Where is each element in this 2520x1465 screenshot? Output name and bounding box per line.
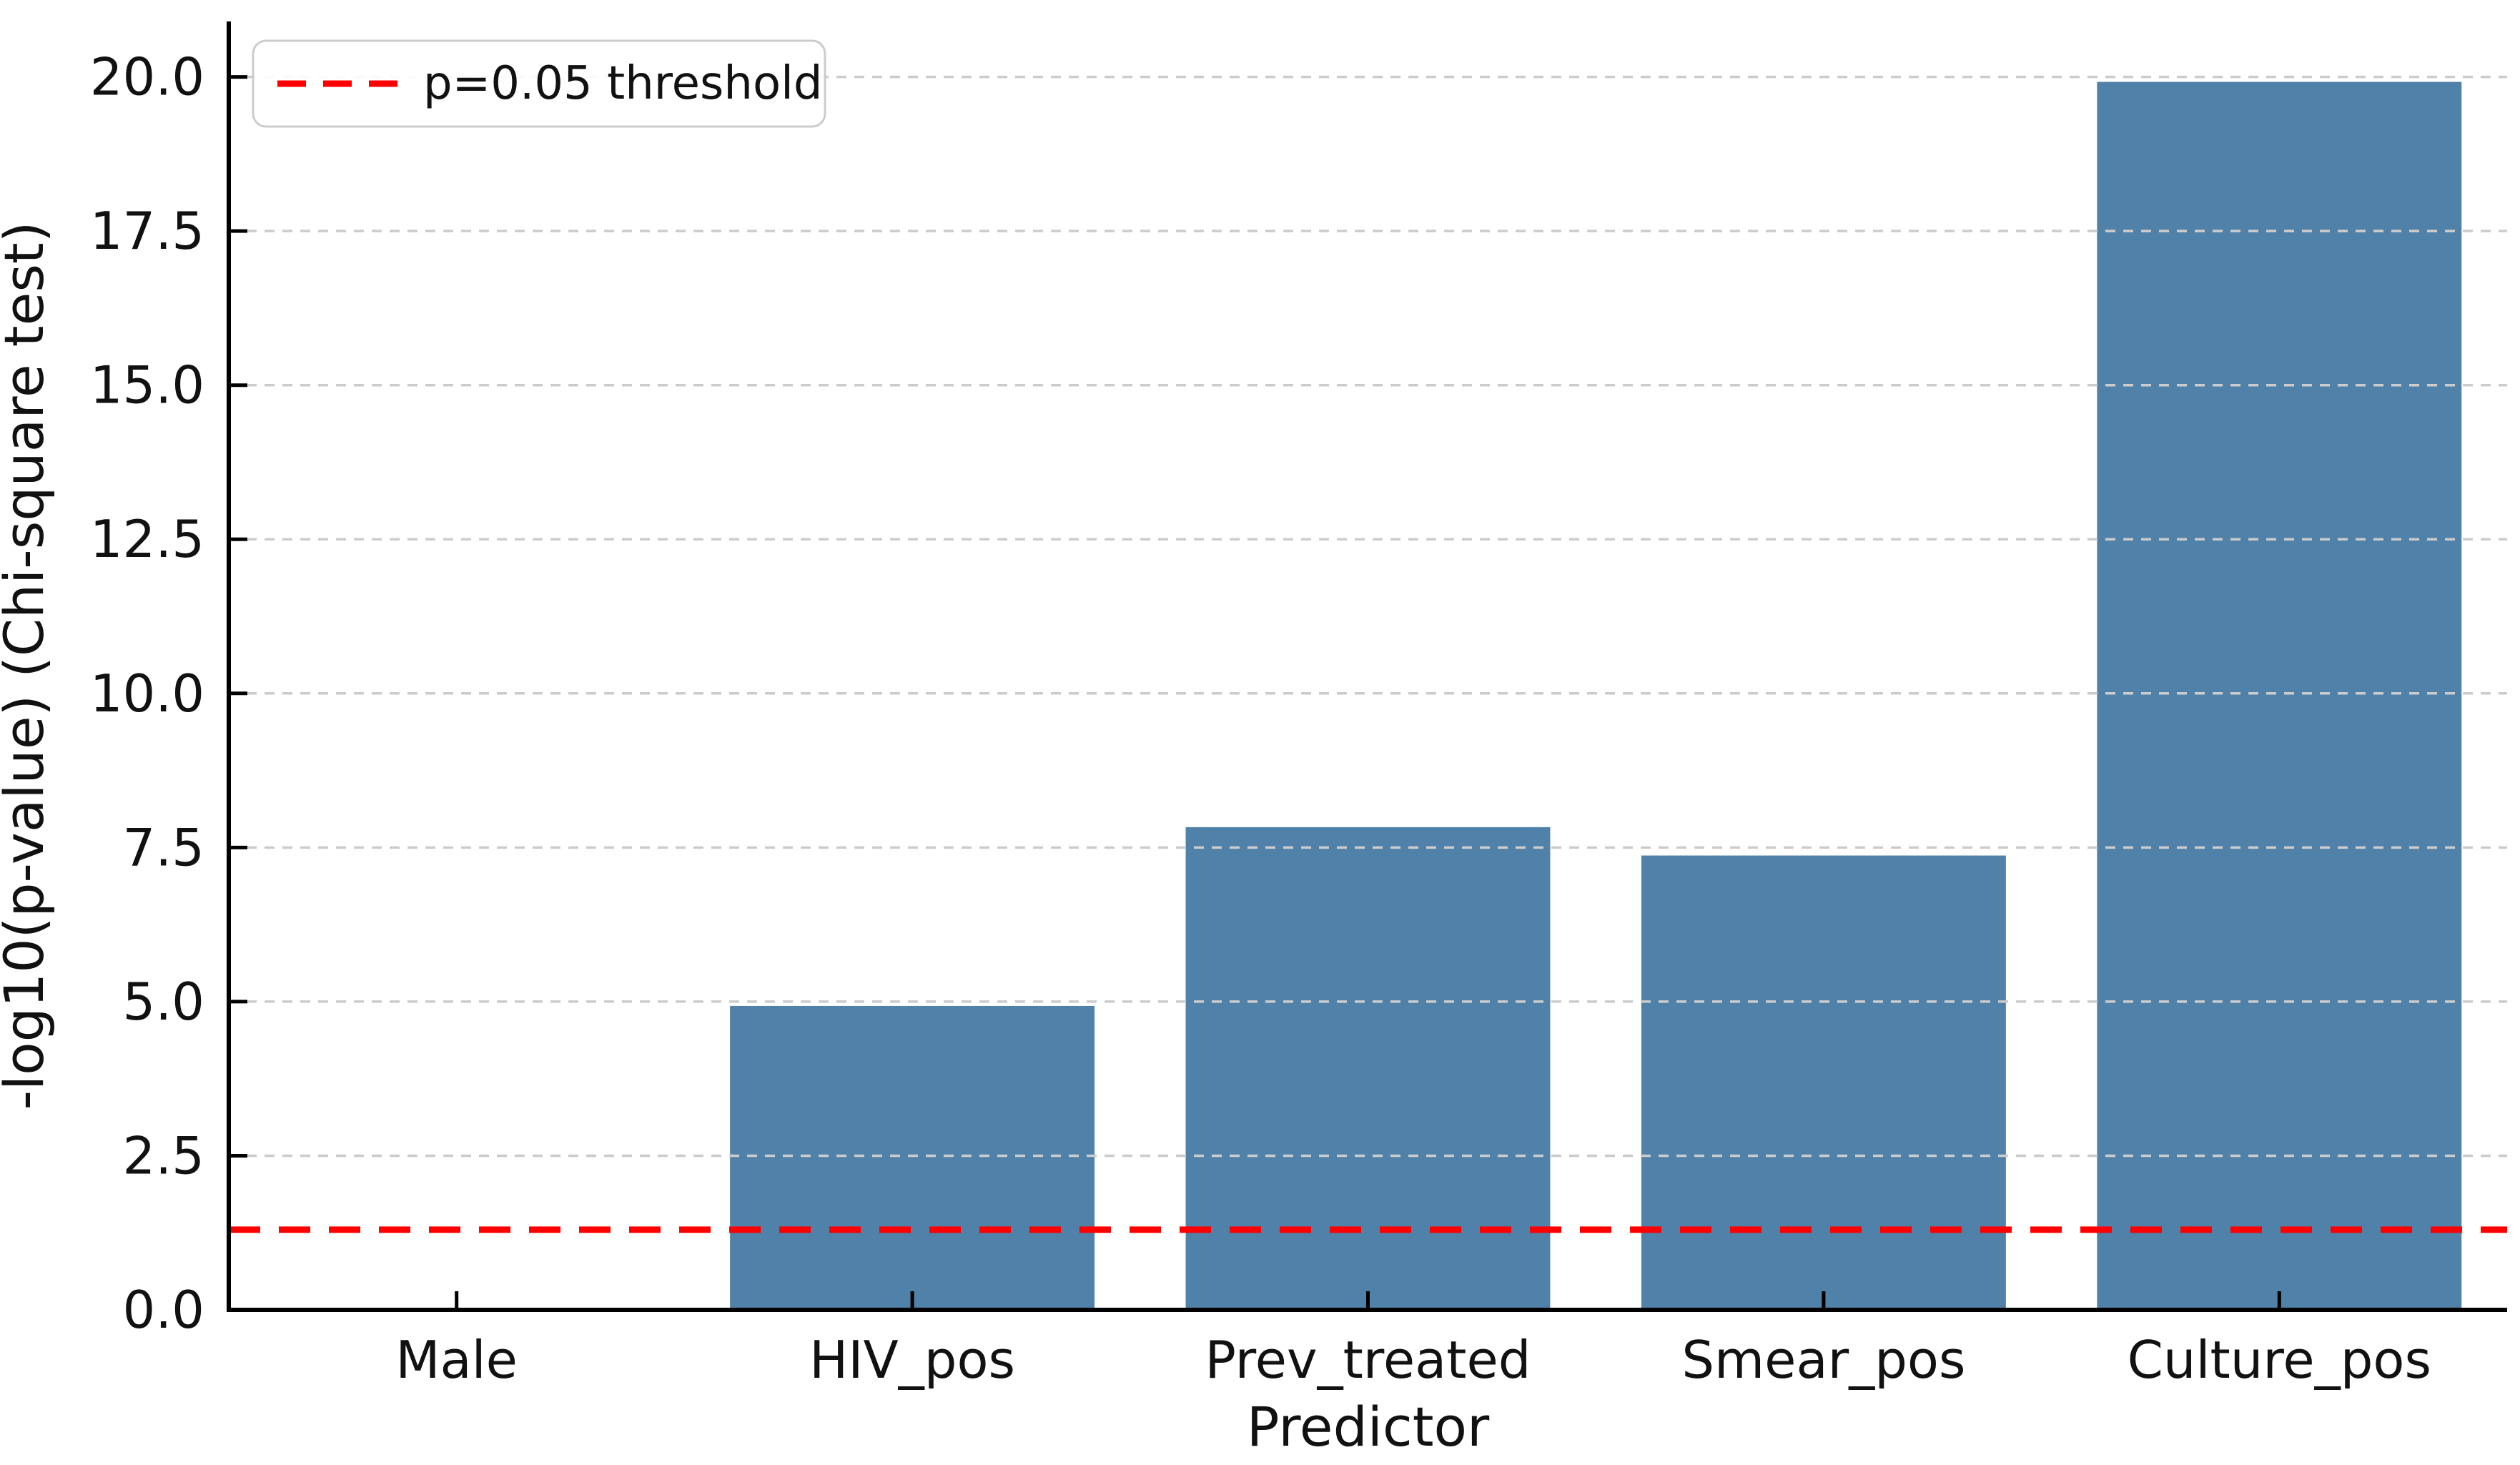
y-tick-label-12.5: 12.5 bbox=[90, 509, 204, 569]
bar-hiv_pos bbox=[730, 1005, 1095, 1310]
y-tick-label-17.5: 17.5 bbox=[90, 201, 204, 261]
y-tick-label-2.5: 2.5 bbox=[122, 1125, 204, 1185]
y-axis-label: -log10(p-value) (Chi-square test) bbox=[0, 222, 56, 1110]
y-tick-label-0: 0.0 bbox=[122, 1280, 204, 1340]
x-tick-label-smear_pos: Smear_pos bbox=[1681, 1330, 1965, 1390]
bar-smear_pos bbox=[1641, 855, 2006, 1310]
x-tick-label-hiv_pos: HIV_pos bbox=[809, 1330, 1015, 1390]
legend-label: p=0.05 threshold bbox=[423, 57, 823, 110]
y-tick-label-15: 15.0 bbox=[90, 355, 204, 415]
legend-box bbox=[252, 39, 826, 128]
y-tick-label-20: 20.0 bbox=[90, 47, 204, 107]
x-axis-label: Predictor bbox=[1247, 1395, 1490, 1459]
bar-prev_treated bbox=[1185, 827, 1551, 1310]
y-tick-label-10: 10.0 bbox=[90, 664, 204, 724]
y-tick-label-5: 5.0 bbox=[122, 972, 204, 1032]
x-tick-label-prev_treated: Prev_treated bbox=[1205, 1330, 1531, 1390]
x-tick-label-male: Male bbox=[395, 1330, 518, 1390]
x-tick-label-culture_pos: Culture_pos bbox=[2128, 1330, 2431, 1390]
y-tick-label-7.5: 7.5 bbox=[122, 817, 204, 877]
bar-culture_pos bbox=[2097, 82, 2462, 1310]
